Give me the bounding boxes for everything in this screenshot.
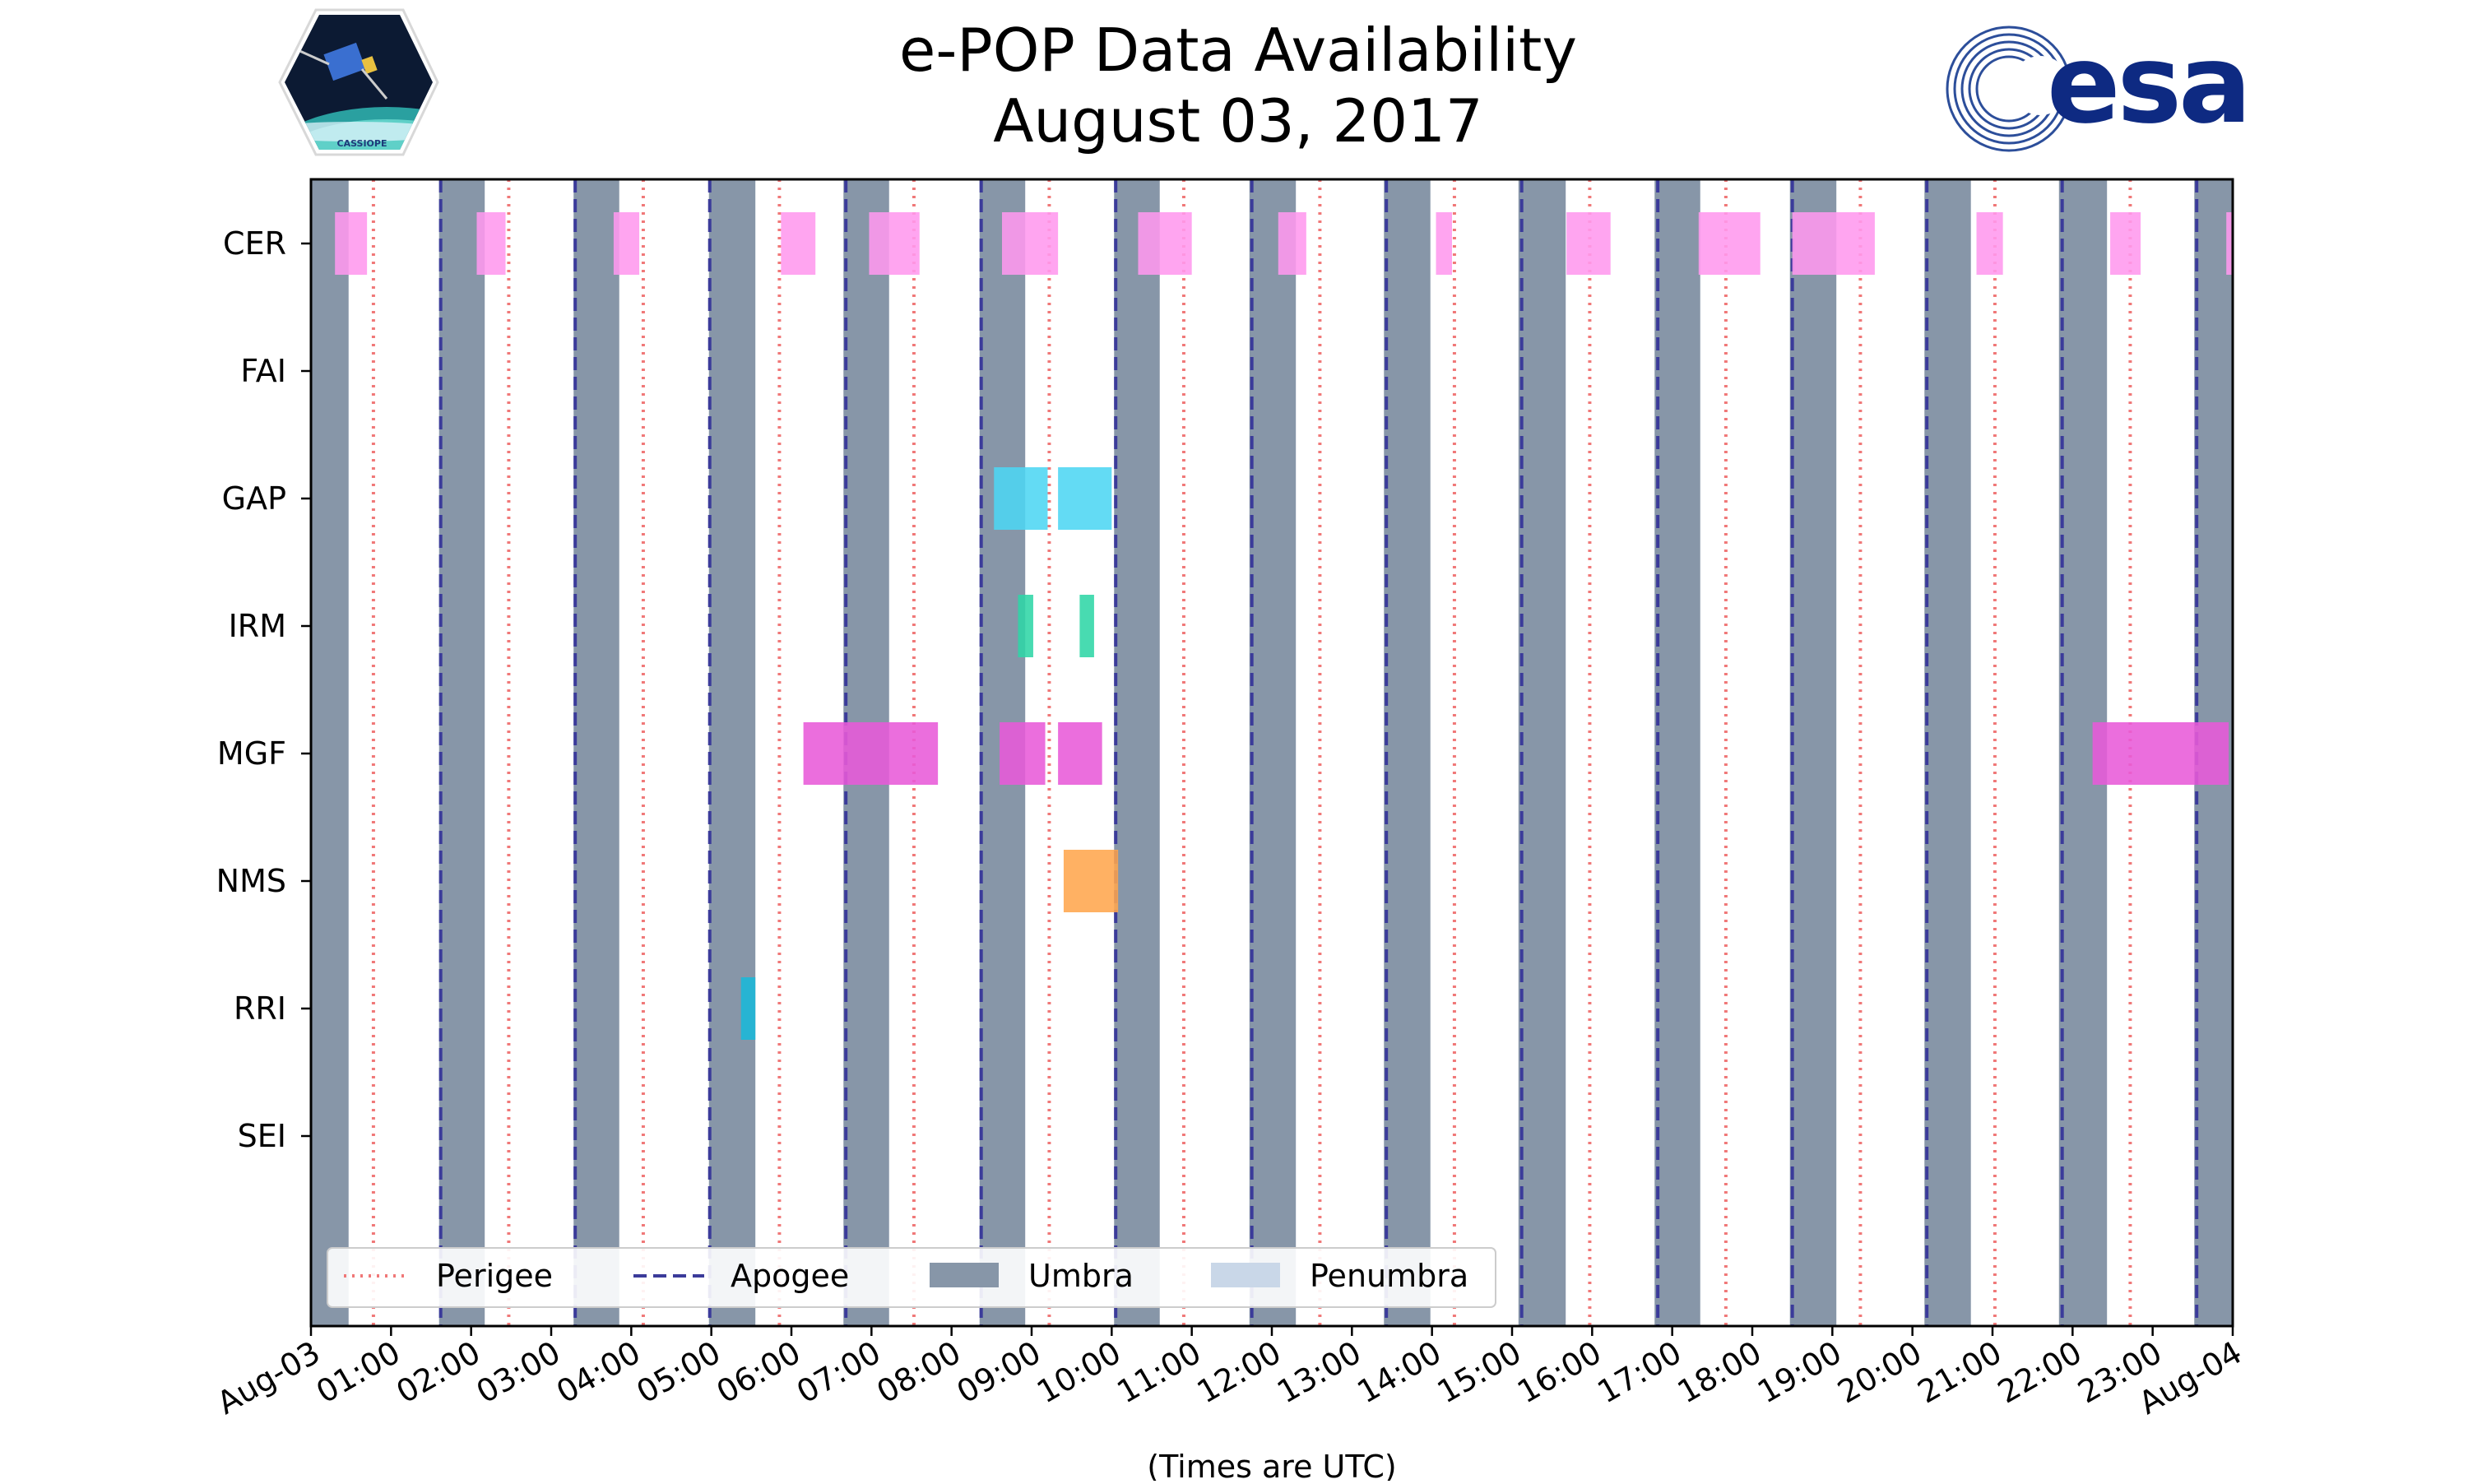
segment-cer-8 [1436, 212, 1452, 275]
legend-box [327, 1247, 1496, 1308]
umbra-band-8 [1384, 179, 1431, 1326]
x-tick-label-18: 18:00 [1672, 1334, 1768, 1411]
segment-mgf-1 [1000, 722, 1046, 785]
chart-subtitle: August 03, 2017 [993, 86, 1482, 155]
x-axis-label: (Times are UTC) [1147, 1449, 1396, 1481]
segment-irm-1 [1079, 595, 1094, 657]
segment-cer-3 [781, 212, 816, 275]
y-tick-label-irm: IRM [229, 608, 286, 644]
segment-mgf-3 [2092, 722, 2229, 785]
segment-cer-6 [1138, 212, 1192, 275]
legend-umbra-swatch [930, 1263, 999, 1287]
esa-logo: esa [1946, 21, 2252, 152]
umbra-band-3 [708, 179, 756, 1326]
umbra-band-1 [438, 179, 485, 1326]
umbra-band-12 [1924, 179, 1971, 1326]
segment-cer-14 [2226, 212, 2233, 275]
y-tick-label-rri: RRI [234, 990, 286, 1027]
cassiope-logo-caption: CASSIOPE [337, 138, 387, 149]
y-tick-label-cer: CER [223, 225, 286, 262]
x-tick-label-8: 08:00 [870, 1334, 967, 1411]
legend-penumbra-label: Penumbra [1310, 1258, 1468, 1294]
segment-cer-9 [1566, 212, 1611, 275]
legend-item-perigee: Perigee [344, 1258, 553, 1294]
chart-title: e-POP Data Availability [899, 16, 1577, 85]
umbra-band-11 [1789, 179, 1837, 1326]
segment-cer-11 [1792, 212, 1875, 275]
x-tick-label-3: 03:00 [471, 1334, 567, 1411]
segment-cer-7 [1278, 212, 1306, 275]
x-tick-label-20: 20:00 [1831, 1334, 1928, 1411]
x-tick-label-15: 15:00 [1431, 1334, 1528, 1411]
legend-item-umbra: Umbra [930, 1258, 1134, 1294]
perigee-layer [371, 179, 2132, 1326]
umbra-band-2 [573, 179, 619, 1326]
apogee-layer [438, 179, 2199, 1326]
segment-cer-2 [613, 212, 640, 275]
x-axis: Aug-0301:0002:0003:0004:0005:0006:0007:0… [211, 1326, 2248, 1421]
legend-umbra-label: Umbra [1028, 1258, 1134, 1294]
esa-logo-text: esa [2047, 21, 2248, 148]
x-tick-label-21: 21:00 [1912, 1334, 2008, 1411]
umbra-band-10 [1654, 179, 1700, 1326]
x-tick-label-7: 07:00 [791, 1334, 887, 1411]
segment-cer-1 [476, 212, 506, 275]
segment-cer-13 [2110, 212, 2141, 275]
umbra-band-0 [311, 179, 349, 1326]
x-tick-label-12: 12:00 [1191, 1334, 1287, 1411]
x-tick-label-6: 06:00 [711, 1334, 807, 1411]
umbra-layer [311, 179, 2233, 1326]
x-tick-label-9: 09:00 [951, 1334, 1047, 1411]
segment-cer-10 [1698, 212, 1761, 275]
segment-mgf-0 [803, 722, 939, 785]
segment-gap-0 [994, 467, 1048, 530]
segment-layer [335, 212, 2233, 1040]
segment-cer-5 [1001, 212, 1059, 275]
cassiope-logo: CASSIOPE [278, 8, 439, 156]
x-tick-label-5: 05:00 [630, 1334, 726, 1411]
legend: Perigee Apogee Umbra Penumbra [327, 1247, 1496, 1308]
x-tick-label-17: 17:00 [1591, 1334, 1687, 1411]
y-tick-label-fai: FAI [240, 353, 286, 389]
segment-rri-0 [740, 977, 756, 1040]
legend-item-apogee: Apogee [633, 1258, 849, 1294]
segment-gap-1 [1058, 467, 1112, 530]
segment-cer-4 [869, 212, 920, 275]
segment-cer-12 [1976, 212, 2003, 275]
x-tick-label-0: Aug-03 [211, 1334, 326, 1421]
legend-item-penumbra: Penumbra [1211, 1258, 1468, 1294]
y-tick-label-mgf: MGF [217, 735, 286, 772]
x-tick-label-11: 11:00 [1111, 1334, 1207, 1411]
x-tick-label-10: 10:00 [1031, 1334, 1127, 1411]
y-tick-label-sei: SEI [238, 1118, 286, 1154]
plot-area [309, 178, 2234, 1328]
x-tick-label-14: 14:00 [1351, 1334, 1447, 1411]
legend-penumbra-swatch [1211, 1263, 1280, 1287]
y-axis: CER FAI GAP IRM MGF NMS RRI SEI [216, 225, 311, 1154]
x-tick-label-2: 02:00 [390, 1334, 486, 1411]
umbra-band-9 [1518, 179, 1566, 1326]
segment-cer-0 [335, 212, 368, 275]
x-tick-label-1: 01:00 [310, 1334, 406, 1411]
segment-mgf-2 [1058, 722, 1102, 785]
x-tick-label-13: 13:00 [1271, 1334, 1367, 1411]
x-tick-label-19: 19:00 [1751, 1334, 1848, 1411]
y-tick-label-gap: GAP [222, 480, 286, 517]
umbra-band-7 [1249, 179, 1297, 1326]
segment-nms-0 [1063, 850, 1119, 912]
x-tick-label-16: 16:00 [1511, 1334, 1607, 1411]
y-tick-label-nms: NMS [216, 863, 286, 899]
umbra-band-6 [1114, 179, 1160, 1326]
segment-irm-0 [1018, 595, 1033, 657]
legend-apogee-label: Apogee [731, 1258, 849, 1294]
x-tick-label-4: 04:00 [550, 1334, 647, 1411]
x-tick-label-22: 22:00 [1992, 1334, 2088, 1411]
legend-perigee-label: Perigee [436, 1258, 553, 1294]
